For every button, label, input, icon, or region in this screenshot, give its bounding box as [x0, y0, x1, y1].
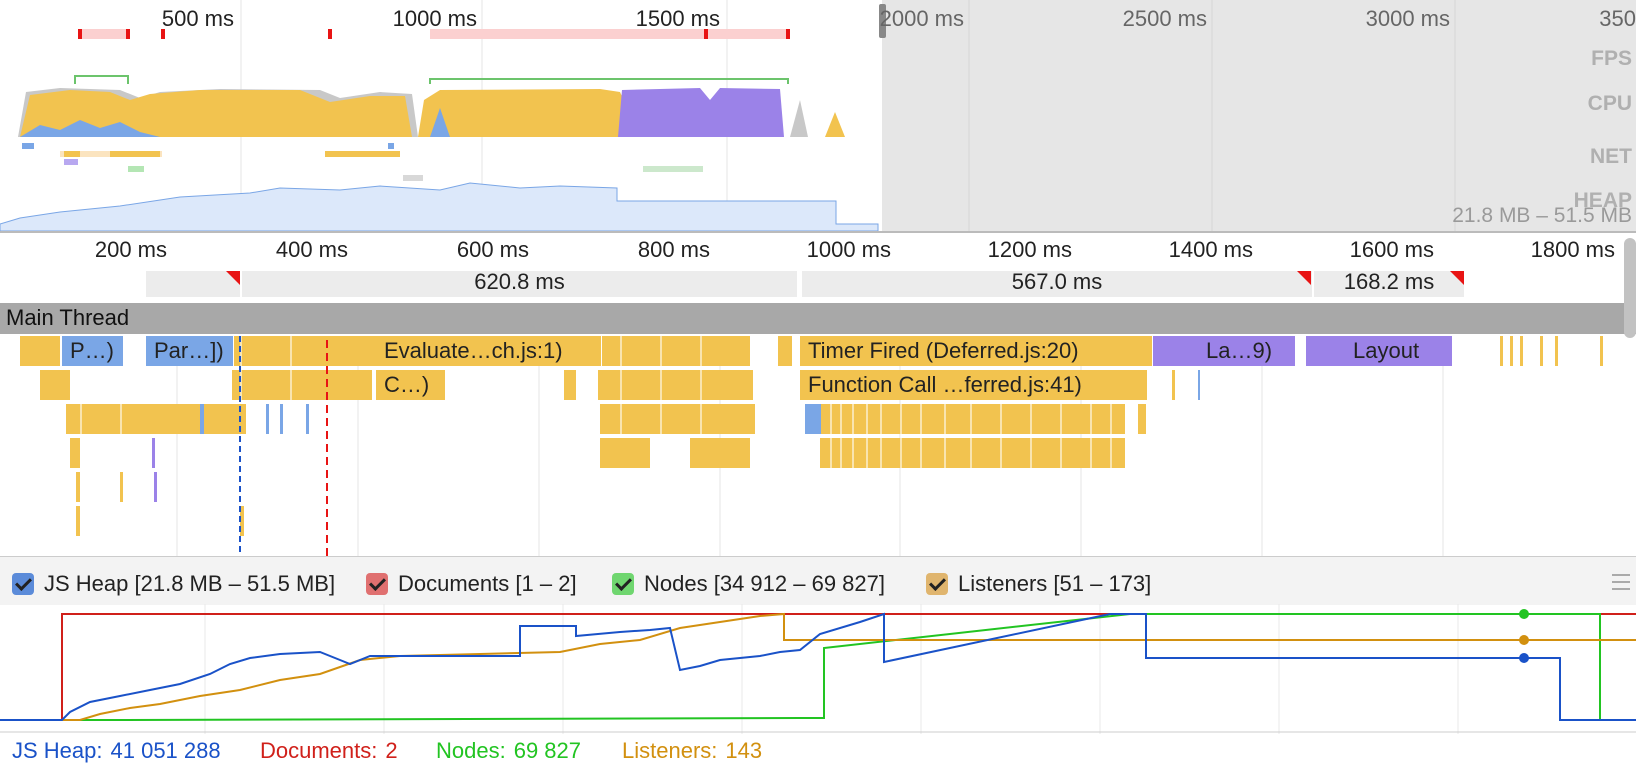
frame-bar[interactable] — [802, 271, 1312, 297]
legend-documents[interactable]: Documents [1 – 2] — [366, 569, 577, 599]
counter-listeners: Listeners: 143 — [622, 738, 762, 764]
legend-label: Nodes — [644, 571, 708, 596]
counter-value: 69 827 — [513, 738, 582, 763]
flame-block[interactable] — [1306, 336, 1345, 366]
counter-label: Documents: — [260, 738, 378, 763]
checkbox-icon[interactable] — [366, 573, 388, 595]
legend-label: JS Heap — [44, 571, 129, 596]
counter-nodes: Nodes: 69 827 — [436, 738, 581, 764]
legend-js-heap[interactable]: JS Heap [21.8 MB – 51.5 MB] — [12, 569, 335, 599]
legend-nodes[interactable]: Nodes [34 912 – 69 827] — [612, 569, 885, 599]
flame-block[interactable]: P…) — [62, 336, 124, 366]
overview-tick: 500 ms — [161, 6, 234, 31]
counters-graph[interactable] — [0, 604, 1636, 734]
legend-range: [1 – 2] — [515, 571, 577, 596]
flame-block[interactable] — [1153, 336, 1198, 366]
timeline-tick: 1200 ms — [987, 237, 1072, 262]
overview-tick: 350 — [1599, 6, 1636, 31]
heap-lane-label: HEAP — [1573, 189, 1632, 212]
overview-tick: 2500 ms — [1122, 6, 1207, 31]
frame-bar[interactable] — [146, 271, 240, 297]
counters-toolbar — [0, 556, 1636, 605]
main-thread-title: Main Thread — [6, 305, 130, 330]
flame-block[interactable]: Layout — [1345, 336, 1453, 366]
overview-unselected-shade — [882, 0, 1636, 231]
frame-duration: 567.0 ms — [1011, 269, 1103, 294]
legend-range: [21.8 MB – 51.5 MB] — [134, 571, 336, 596]
heap-track — [0, 182, 879, 231]
legend-range: [51 – 173] — [1053, 571, 1152, 596]
counter-js-heap: JS Heap: 41 051 288 — [12, 738, 221, 764]
overview-pane[interactable]: 500 ms 1000 ms 1500 ms 2000 ms 2500 ms 3… — [0, 0, 1636, 233]
counter-label: Nodes: — [436, 738, 506, 763]
counter-label: Listeners: — [622, 738, 718, 763]
frame-duration: 620.8 ms — [474, 269, 565, 294]
checkbox-icon[interactable] — [926, 573, 948, 595]
js-heap-line — [0, 612, 1636, 721]
overview-tick: 1000 ms — [392, 6, 477, 31]
checkbox-icon[interactable] — [12, 573, 34, 595]
timeline-tick: 1800 ms — [1530, 237, 1615, 262]
listeners-line — [0, 612, 1636, 721]
overview-tick: 1500 ms — [635, 6, 720, 31]
checkbox-icon[interactable] — [612, 573, 634, 595]
overview-tick: 3000 ms — [1365, 6, 1450, 31]
overview-tick: 2000 ms — [879, 6, 964, 31]
fps-lane-label: FPS — [1591, 47, 1632, 70]
timeline-ruler[interactable]: 200 ms 400 ms 600 ms 800 ms 1000 ms 1200… — [0, 233, 1636, 303]
overview-graph — [0, 0, 1456, 231]
timeline-tick: 800 ms — [637, 237, 710, 262]
legend-range: [34 912 – 69 827] — [713, 571, 885, 596]
flame-block[interactable]: Function Call …ferred.js:41) — [800, 370, 1148, 400]
frame-bar[interactable] — [242, 271, 797, 297]
net-track — [22, 143, 703, 181]
timeline-tick: 200 ms — [94, 237, 167, 262]
flame-chart[interactable]: P…) Par…]) Evaluate…ch.js:1) Timer Fired… — [0, 336, 1636, 556]
timeline-tick: 1600 ms — [1349, 237, 1434, 262]
flame-block[interactable]: Evaluate…ch.js:1) — [376, 336, 602, 366]
main-thread-scrollbar[interactable] — [1624, 238, 1636, 338]
counter-documents: Documents: 2 — [260, 738, 398, 764]
main-thread-header[interactable]: Main Thread — [0, 303, 1636, 334]
heap-range-label: 21.8 MB – 51.5 MB — [1452, 204, 1632, 227]
fps-track — [74, 29, 790, 84]
flame-block[interactable]: C…) — [376, 370, 446, 400]
timeline-tick: 600 ms — [456, 237, 529, 262]
timeline-tick: 400 ms — [275, 237, 348, 262]
legend-label: Documents — [398, 571, 510, 596]
legend-listeners[interactable]: Listeners [51 – 173] — [926, 569, 1151, 599]
counter-label: JS Heap: — [12, 738, 103, 763]
flame-block[interactable]: Par…]) — [146, 336, 234, 366]
frame-bar[interactable] — [1314, 271, 1464, 297]
frame-duration: 168.2 ms — [1343, 269, 1435, 294]
cpu-track — [18, 88, 845, 137]
counter-value: 2 — [385, 738, 398, 763]
nodes-line — [0, 613, 1636, 721]
counter-value: 143 — [725, 738, 763, 763]
counter-value: 41 051 288 — [110, 738, 221, 763]
flame-chart-background — [20, 336, 1603, 556]
timeline-tick: 1400 ms — [1168, 237, 1253, 262]
frame-warning-markers — [226, 271, 1464, 285]
net-lane-label: NET — [1590, 145, 1632, 168]
cpu-lane-label: CPU — [1587, 92, 1632, 115]
overview-window-handle[interactable] — [879, 4, 886, 38]
legend-label: Listeners — [958, 571, 1048, 596]
menu-icon[interactable] — [1612, 572, 1630, 592]
timeline-tick: 1000 ms — [806, 237, 891, 262]
flame-block[interactable]: La…9) — [1198, 336, 1296, 366]
documents-line — [0, 613, 1636, 721]
flame-block[interactable]: Timer Fired (Deferred.js:20) — [800, 336, 1153, 366]
